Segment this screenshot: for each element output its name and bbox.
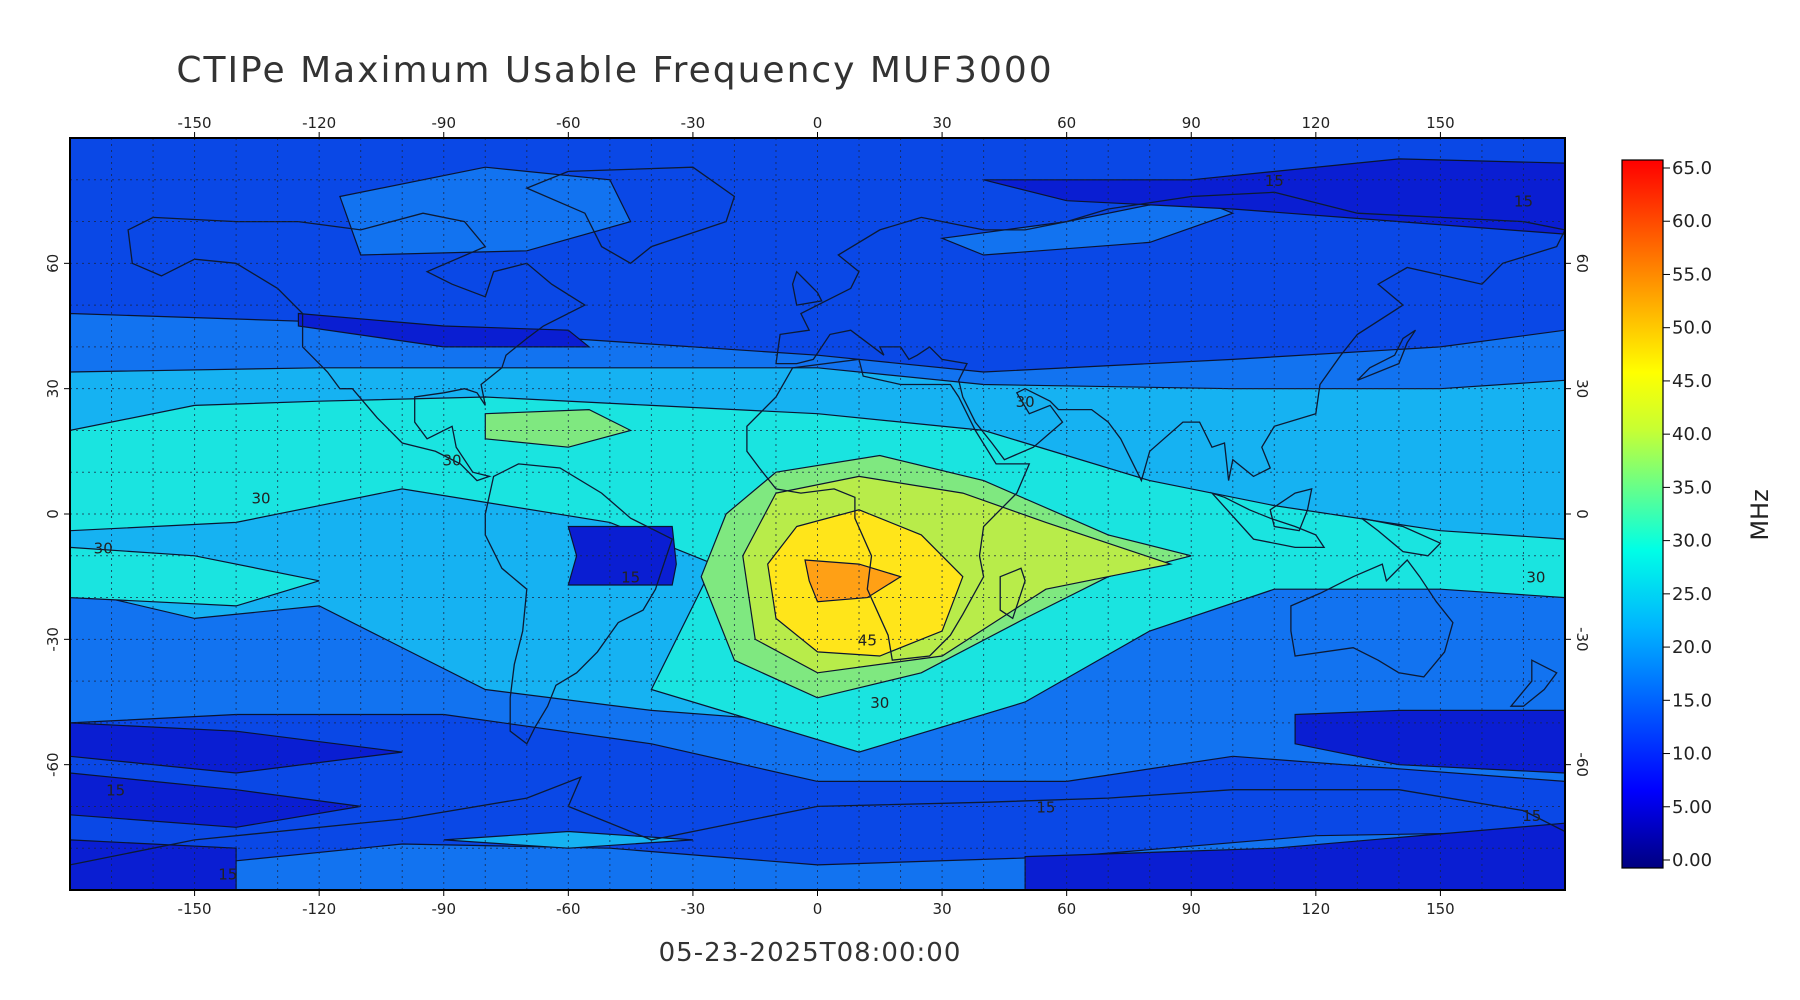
colorbar-tick-label: 60.0 — [1672, 211, 1712, 232]
contour-label: 15 — [1514, 193, 1533, 211]
contour-label: 15 — [621, 569, 640, 587]
bottom-lon-label: 30 — [933, 900, 952, 918]
timestamp: 05-23-2025T08:00:00 — [658, 938, 962, 968]
colorbar-tick-label: 45.0 — [1672, 371, 1712, 392]
right-lat-label: 30 — [1573, 379, 1591, 398]
colorbar-tick-label: 55.0 — [1672, 264, 1712, 285]
bottom-lon-label: -90 — [432, 900, 457, 918]
chart-title: CTIPe Maximum Usable Frequency MUF3000 — [176, 50, 1054, 91]
coastline-uk — [791, 270, 823, 306]
contour-label: 30 — [1016, 393, 1035, 411]
coastline-madagascar — [999, 567, 1026, 620]
top-lon-label: -30 — [681, 114, 706, 132]
contour-label: 15 — [1265, 172, 1284, 190]
colorbar-tick-label: 35.0 — [1672, 477, 1712, 498]
colorbar-tick-label: 25.0 — [1672, 584, 1712, 605]
coastline-indonesia — [1209, 491, 1326, 549]
top-lon-label: 0 — [813, 114, 823, 132]
colorbar-tick-label: 5.00 — [1672, 797, 1712, 818]
bottom-lon-label: 120 — [1302, 900, 1331, 918]
colorbar-tick-label: 0.00 — [1672, 850, 1712, 871]
top-lon-label: -120 — [302, 114, 336, 132]
top-lon-label: -90 — [432, 114, 457, 132]
right-lat-label: 0 — [1573, 509, 1591, 519]
bottom-lon-label: -120 — [302, 900, 336, 918]
contour-label: 30 — [1526, 569, 1545, 587]
top-lon-label: 150 — [1426, 114, 1455, 132]
colorbar-tick-label: 40.0 — [1672, 424, 1712, 445]
right-lat-label: -60 — [1573, 752, 1591, 777]
coastline-europe-asia — [775, 191, 1565, 483]
left-lat-label: 0 — [44, 509, 62, 519]
contour-labels: 15 15 30 30 30 30 15 45 30 30 15 15 15 15 — [94, 172, 1546, 884]
bottom-lon-label: 90 — [1182, 900, 1201, 918]
colorbar: 0.00 5.00 10.0 15.0 20.0 25.0 30.0 35.0 40.0 45.0… — [1621, 158, 1774, 871]
bottom-lon-label: -150 — [178, 900, 212, 918]
map-area: 15 15 30 30 30 30 15 45 30 30 15 15 15 15 — [70, 138, 1565, 890]
top-lon-label: 120 — [1302, 114, 1331, 132]
deep-antarctic-east — [1024, 822, 1565, 890]
top-lon-label: 90 — [1182, 114, 1201, 132]
contour-label: 15 — [218, 865, 237, 883]
bottom-lon-label: 0 — [813, 900, 823, 918]
band33-caribbean — [484, 408, 633, 448]
contour-label: 30 — [94, 539, 113, 557]
bottom-lon-label: 60 — [1057, 900, 1076, 918]
right-lat-label: -30 — [1573, 627, 1591, 652]
bottom-lon-label: -30 — [681, 900, 706, 918]
bottom-lon-label: -60 — [556, 900, 581, 918]
colorbar-tick-label: 30.0 — [1672, 531, 1712, 552]
left-lat-label: -60 — [44, 752, 62, 777]
coastline-borneo — [1269, 488, 1313, 532]
top-lon-label: 60 — [1057, 114, 1076, 132]
contour-label: 15 — [1522, 807, 1541, 825]
left-lat-label: -30 — [44, 627, 62, 652]
contour-label: 15 — [106, 782, 125, 800]
colorbar-gradient — [1621, 159, 1664, 869]
bottom-lon-label: 150 — [1426, 900, 1455, 918]
left-lat-label: 60 — [44, 254, 62, 273]
coastline-japan — [1356, 329, 1417, 381]
colorbar-ticks: 0.00 5.00 10.0 15.0 20.0 25.0 30.0 35.0 40.0 45.0… — [1663, 158, 1712, 871]
deep-southpacific — [1294, 709, 1565, 774]
right-lat-label: 60 — [1573, 254, 1591, 273]
colorbar-tick-label: 10.0 — [1672, 744, 1712, 765]
left-lat-label: 30 — [44, 379, 62, 398]
colorbar-tick-label: 65.0 — [1672, 158, 1712, 179]
deep-antarctic-west — [70, 772, 361, 828]
contour-label: 30 — [251, 489, 270, 507]
colorbar-tick-label: 15.0 — [1672, 690, 1712, 711]
coastline-north-america — [127, 212, 587, 482]
coastline-africa — [746, 358, 1031, 661]
contour-label: 30 — [443, 452, 462, 470]
colorbar-tick-label: 50.0 — [1672, 318, 1712, 339]
colorbar-unit: MHz — [1746, 489, 1774, 540]
colorbar-tick-label: 20.0 — [1672, 637, 1712, 658]
top-lon-label: -60 — [556, 114, 581, 132]
top-lon-label: 30 — [933, 114, 952, 132]
coastline-greenland — [525, 166, 736, 265]
contour-label: 45 — [858, 631, 877, 649]
deep-arctic — [983, 158, 1565, 235]
coastline-australia — [1290, 559, 1454, 678]
axis-ticks: -150 -150 -120 -120 -90 -90 -60 -60 -30 -30 0 0 30 30… — [44, 114, 1591, 918]
top-lon-label: -150 — [178, 114, 212, 132]
contour-label: 15 — [1036, 798, 1055, 816]
contour-label: 30 — [870, 694, 889, 712]
coastline-new-zealand — [1509, 659, 1558, 707]
